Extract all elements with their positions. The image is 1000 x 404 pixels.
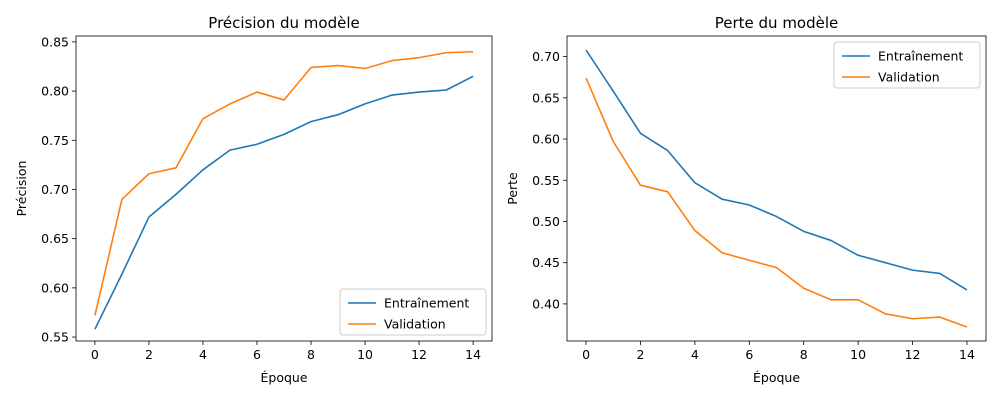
x-axis-label: Époque (260, 370, 307, 385)
x-tick-label: 12 (411, 347, 427, 362)
x-tick-label: 8 (307, 347, 315, 362)
legend-label: Validation (384, 317, 446, 332)
series-line-train (585, 49, 968, 291)
x-tick-label: 12 (905, 347, 921, 362)
x-tick-label: 6 (745, 347, 753, 362)
y-tick-label: 0.55 (532, 173, 560, 188)
x-tick-label: 2 (636, 347, 644, 362)
x-tick-label: 8 (800, 347, 808, 362)
x-tick-label: 4 (199, 347, 207, 362)
y-tick-label: 0.65 (41, 231, 69, 246)
x-axis-label: Époque (753, 370, 800, 385)
legend-label: Validation (878, 70, 940, 85)
x-tick-label: 10 (357, 347, 373, 362)
accuracy-chart: Précision du modèle 0 2 4 6 8 10 12 14 0.55 0.60 0.… (14, 14, 493, 385)
legend-box (833, 41, 981, 89)
series-line-train (94, 75, 474, 330)
y-tick-label: 0.40 (532, 296, 560, 311)
x-tick-label: 14 (465, 347, 481, 362)
x-tick-label: 0 (582, 347, 590, 362)
y-tick-label: 0.75 (41, 133, 69, 148)
y-axis-label: Précision (14, 161, 29, 217)
y-tick-label: 0.50 (532, 214, 560, 229)
plot-frame (566, 35, 987, 342)
x-tick-label: 14 (959, 347, 975, 362)
x-tick-label: 2 (145, 347, 153, 362)
loss-chart: Perte du modèle 0 2 4 6 8 10 12 14 0.40 0.45 0.50 0.… (505, 14, 987, 385)
x-tick-label: 4 (691, 347, 699, 362)
y-axis-label: Perte (505, 172, 520, 205)
y-tick-label: 0.85 (41, 34, 69, 49)
x-tick-label: 10 (850, 347, 866, 362)
x-tick-label: 0 (91, 347, 99, 362)
y-tick-label: 0.45 (532, 255, 560, 270)
legend-label: Entraînement (384, 296, 469, 311)
y-tick-label: 0.70 (41, 182, 69, 197)
y-tick-label: 0.80 (41, 84, 69, 99)
x-tick-label: 6 (253, 347, 261, 362)
y-tick-label: 0.65 (532, 90, 560, 105)
series-line-val (94, 50, 474, 316)
y-tick-label: 0.60 (532, 132, 560, 147)
chart-title: Précision du modèle (208, 14, 359, 32)
y-tick-label: 0.55 (41, 330, 69, 345)
legend-box (339, 288, 487, 336)
y-tick-label: 0.60 (41, 280, 69, 295)
series-line-val (585, 77, 968, 328)
plot-frame (75, 35, 493, 342)
chart-title: Perte du modèle (715, 14, 839, 32)
legend-label: Entraînement (878, 49, 963, 64)
y-tick-label: 0.70 (532, 49, 560, 64)
